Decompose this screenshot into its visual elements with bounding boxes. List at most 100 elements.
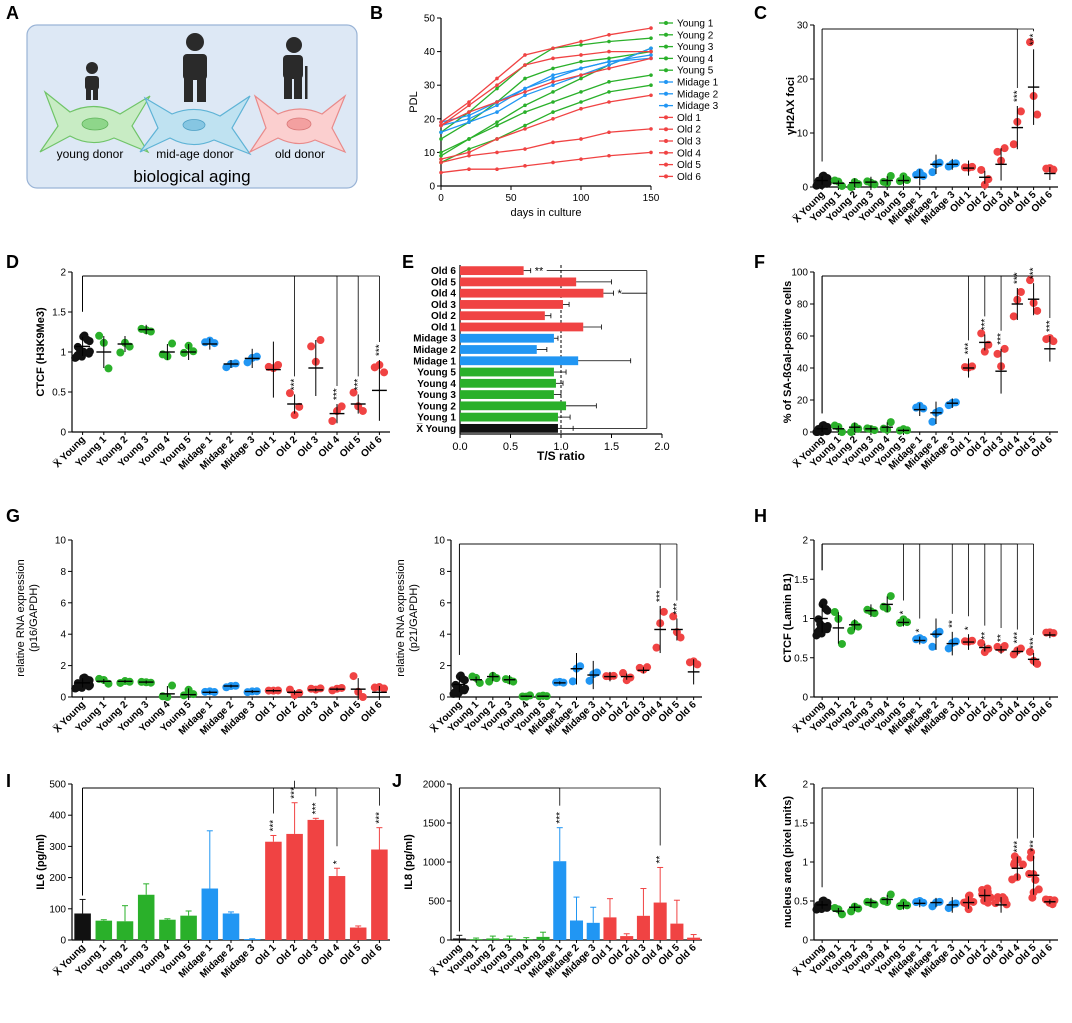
series-point: [523, 76, 527, 81]
bar: [95, 920, 113, 940]
data-point: [659, 607, 668, 616]
data-point: [998, 893, 1007, 902]
bar: [460, 266, 524, 276]
series-point: [579, 157, 583, 161]
series-point: [439, 153, 443, 158]
legend-marker: [664, 174, 668, 179]
panel-letter-b: B: [370, 3, 383, 23]
data-point: [104, 364, 113, 373]
x-tick-label: 150: [643, 193, 660, 204]
y-axis-label: IL8 (pg/ml): [403, 834, 415, 890]
x-axis-label: days in culture: [511, 207, 582, 219]
data-point: [977, 165, 986, 174]
data-point: [585, 676, 594, 685]
data-point: [980, 347, 989, 356]
category-label: Young 1: [417, 413, 456, 424]
y-tick-label: 0: [439, 693, 445, 704]
data-point: [886, 592, 895, 601]
bar: [460, 311, 545, 321]
significance-label: ***: [1012, 272, 1023, 284]
significance-label: **: [980, 632, 991, 640]
legend-label: Midage 2: [677, 89, 719, 100]
mid-age-donor-label: mid-age donor: [156, 147, 233, 161]
legend-marker: [664, 32, 668, 37]
y-tick-label: 20: [797, 396, 809, 407]
series-point: [649, 36, 653, 40]
data-point: [830, 608, 839, 617]
bar: [222, 913, 240, 940]
y-tick-label: 10: [55, 536, 67, 547]
data-point: [609, 671, 618, 680]
series-point: [495, 167, 499, 171]
data-point: [358, 406, 367, 415]
data-point: [168, 339, 177, 348]
x-tick-label: Old 4: [317, 434, 343, 460]
x-tick-label: 0.5: [503, 441, 518, 453]
y-tick-label: 0: [802, 936, 808, 947]
significance-label: ***: [290, 379, 301, 391]
series-point: [495, 86, 499, 91]
data-point: [1028, 893, 1037, 902]
bar: [519, 939, 533, 940]
data-point: [951, 899, 960, 908]
legend-marker: [664, 115, 668, 120]
series-line: [440, 47, 652, 133]
category-label: Young 4: [417, 379, 456, 390]
y-tick-label: 0: [439, 936, 445, 947]
bar: [469, 939, 483, 940]
panel-letter-f: F: [754, 252, 765, 272]
series-point: [467, 153, 471, 158]
series-point: [649, 49, 653, 54]
mid-age-donor-icon: [183, 33, 207, 102]
bar: [603, 917, 617, 940]
x-tick-label: Old 6: [359, 942, 385, 968]
series-point: [523, 127, 527, 131]
data-point: [1018, 860, 1027, 869]
x-tick-label: 1.0: [553, 441, 568, 453]
legend-marker: [664, 44, 668, 49]
panel-letter-e: E: [402, 252, 414, 272]
significance-label: **: [535, 266, 544, 278]
series-point: [607, 59, 611, 64]
y-tick-label: 60: [797, 332, 809, 343]
category-label: Old 2: [431, 311, 456, 322]
data-point: [380, 368, 389, 377]
y-tick-label: 1: [60, 348, 66, 359]
bar: [460, 345, 537, 354]
y-tick-label: 2000: [423, 780, 446, 791]
x-tick-label: Old 2: [274, 942, 300, 968]
category-label: Old 6: [431, 266, 456, 277]
data-point: [837, 181, 846, 190]
data-point: [619, 669, 628, 678]
x-tick-label: Old 2: [274, 699, 300, 725]
x-tick-label: Old 1: [253, 699, 279, 725]
y-tick-label: 30: [797, 21, 809, 32]
y-tick-label: 400: [49, 811, 66, 822]
panel-b: B 0 10 20 30 40 50 0 50 100 150 days in culture PDL Y…: [370, 3, 719, 219]
data-point: [1026, 647, 1035, 656]
bar: [620, 936, 634, 940]
panel-letter-k: K: [754, 771, 767, 791]
series-line: [440, 84, 652, 164]
y-tick-label: 300: [49, 842, 66, 853]
data-point: [328, 416, 337, 425]
series-point: [551, 90, 555, 94]
series-point: [439, 160, 443, 165]
data-point: [116, 348, 125, 357]
bar: [452, 938, 466, 940]
data-point: [983, 887, 992, 896]
series-point: [579, 73, 583, 77]
y-tick-label: 100: [791, 268, 808, 279]
series-point: [649, 127, 653, 131]
y-tick-label: 1500: [423, 819, 446, 830]
series-point: [649, 73, 653, 77]
series-point: [439, 120, 443, 124]
data-point: [935, 407, 944, 416]
data-point: [928, 168, 937, 177]
legend-label: Young 5: [677, 66, 714, 77]
data-point: [290, 411, 299, 420]
series-point: [467, 147, 471, 151]
legend-label: Young 3: [677, 42, 714, 53]
data-point: [1026, 853, 1035, 862]
